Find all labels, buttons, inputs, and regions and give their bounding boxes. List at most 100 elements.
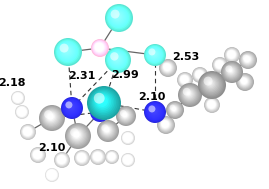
Circle shape xyxy=(76,152,87,163)
Circle shape xyxy=(183,78,185,80)
Circle shape xyxy=(206,99,217,110)
Circle shape xyxy=(68,104,73,109)
Circle shape xyxy=(102,125,113,136)
Circle shape xyxy=(108,153,116,161)
Circle shape xyxy=(200,73,223,96)
Circle shape xyxy=(95,154,99,158)
Circle shape xyxy=(207,80,214,87)
Circle shape xyxy=(117,107,134,124)
Circle shape xyxy=(158,117,173,132)
Circle shape xyxy=(107,49,129,70)
Circle shape xyxy=(47,170,56,179)
Circle shape xyxy=(225,48,239,62)
Circle shape xyxy=(104,127,109,132)
Circle shape xyxy=(60,44,69,53)
Circle shape xyxy=(148,105,155,112)
Circle shape xyxy=(124,156,128,160)
Circle shape xyxy=(45,111,58,124)
Circle shape xyxy=(62,46,71,55)
Circle shape xyxy=(182,77,186,81)
Circle shape xyxy=(125,135,130,140)
Circle shape xyxy=(126,136,128,138)
Circle shape xyxy=(65,101,72,108)
Circle shape xyxy=(96,44,102,50)
Circle shape xyxy=(245,57,248,60)
Circle shape xyxy=(91,103,108,120)
Circle shape xyxy=(106,5,132,31)
Circle shape xyxy=(180,86,199,104)
Circle shape xyxy=(92,40,107,55)
Circle shape xyxy=(40,106,64,130)
Circle shape xyxy=(172,107,175,110)
Circle shape xyxy=(208,101,214,107)
Circle shape xyxy=(208,81,213,86)
Circle shape xyxy=(14,94,21,101)
Text: 2.10: 2.10 xyxy=(38,143,66,153)
Circle shape xyxy=(180,75,188,83)
Circle shape xyxy=(98,121,118,141)
Circle shape xyxy=(49,172,54,177)
Circle shape xyxy=(54,152,70,168)
Circle shape xyxy=(55,39,81,65)
Circle shape xyxy=(106,151,118,163)
Circle shape xyxy=(144,101,166,123)
Circle shape xyxy=(214,59,226,71)
Circle shape xyxy=(160,119,171,130)
Circle shape xyxy=(95,43,100,48)
Circle shape xyxy=(56,154,67,165)
Circle shape xyxy=(105,128,108,132)
Circle shape xyxy=(107,152,116,161)
Circle shape xyxy=(182,87,196,101)
Circle shape xyxy=(12,91,24,104)
Circle shape xyxy=(14,94,18,98)
Circle shape xyxy=(96,155,98,157)
Circle shape xyxy=(198,71,226,99)
Circle shape xyxy=(173,108,175,109)
Circle shape xyxy=(93,41,107,54)
Circle shape xyxy=(152,109,155,112)
Circle shape xyxy=(98,110,100,112)
Circle shape xyxy=(50,173,52,175)
Circle shape xyxy=(126,136,128,138)
Circle shape xyxy=(94,93,105,104)
Circle shape xyxy=(96,108,102,114)
Circle shape xyxy=(15,95,20,100)
Circle shape xyxy=(126,158,128,160)
Circle shape xyxy=(179,84,201,106)
Circle shape xyxy=(96,155,98,156)
Circle shape xyxy=(93,152,98,157)
Circle shape xyxy=(121,153,135,167)
Circle shape xyxy=(24,128,31,135)
Circle shape xyxy=(67,125,89,146)
Circle shape xyxy=(164,64,171,71)
Circle shape xyxy=(45,112,56,122)
Circle shape xyxy=(221,61,243,83)
Circle shape xyxy=(124,134,128,138)
Circle shape xyxy=(148,48,161,61)
Circle shape xyxy=(161,120,170,129)
Circle shape xyxy=(23,127,28,132)
Circle shape xyxy=(167,102,183,118)
Circle shape xyxy=(119,110,131,121)
Circle shape xyxy=(162,121,168,127)
Circle shape xyxy=(47,170,57,180)
Circle shape xyxy=(93,92,113,112)
Circle shape xyxy=(222,62,242,82)
Circle shape xyxy=(179,74,191,86)
Circle shape xyxy=(100,123,115,138)
Circle shape xyxy=(215,60,223,68)
Circle shape xyxy=(162,62,173,73)
Circle shape xyxy=(181,86,197,102)
Circle shape xyxy=(122,112,128,118)
Circle shape xyxy=(16,106,27,117)
Circle shape xyxy=(208,101,215,108)
Circle shape xyxy=(195,70,204,79)
Circle shape xyxy=(237,74,253,90)
Circle shape xyxy=(207,100,216,109)
Circle shape xyxy=(107,152,117,162)
Circle shape xyxy=(123,133,132,142)
Circle shape xyxy=(150,106,159,116)
Circle shape xyxy=(94,93,111,110)
Circle shape xyxy=(205,78,217,90)
Circle shape xyxy=(65,101,78,114)
